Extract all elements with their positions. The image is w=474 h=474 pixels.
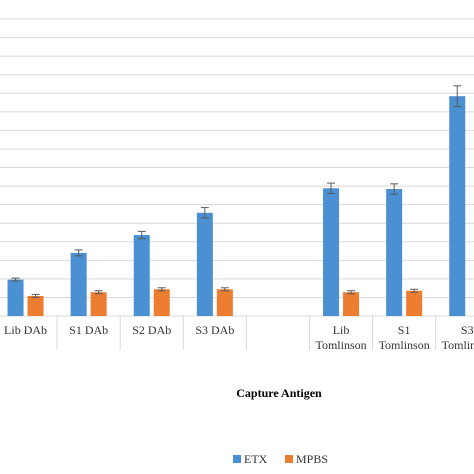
error-bar bbox=[11, 277, 20, 282]
error-bar bbox=[137, 230, 146, 240]
error-bar bbox=[347, 290, 356, 295]
error-bar bbox=[31, 293, 40, 298]
legend-item-mpbs: MPBS bbox=[285, 452, 328, 466]
bar-etx bbox=[70, 252, 87, 316]
bar-etx bbox=[323, 188, 340, 316]
legend-swatch bbox=[285, 455, 293, 463]
bar-mpbs bbox=[90, 292, 107, 316]
bar-mpbs bbox=[343, 292, 360, 316]
error-bar bbox=[327, 182, 336, 194]
gridlines bbox=[0, 18, 474, 350]
x-tick-label: S1 Tomlinson bbox=[379, 323, 430, 352]
bar-etx bbox=[7, 279, 24, 316]
legend-label: ETX bbox=[244, 452, 268, 466]
error-bar bbox=[410, 288, 419, 293]
x-axis-tick-labels: Lib DAb S1 DAb S2 DAb S3 DAb Lib Tomlinson S1 T… bbox=[4, 323, 474, 352]
bar-mpbs bbox=[406, 290, 423, 316]
bar-etx bbox=[133, 235, 150, 316]
x-tick-label: S3 DAb bbox=[195, 323, 234, 337]
error-bar bbox=[200, 207, 209, 219]
bar-etx bbox=[449, 96, 466, 316]
legend-item-etx: ETX bbox=[233, 452, 268, 466]
error-bar bbox=[220, 287, 229, 292]
error-bar bbox=[390, 183, 399, 195]
x-tick-label: Lib DAb bbox=[4, 323, 47, 337]
x-tick-label: S3Tomlinson bbox=[442, 323, 474, 352]
error-bar bbox=[453, 85, 462, 108]
legend-swatch bbox=[233, 455, 241, 463]
x-tick-label: S1 DAb bbox=[69, 323, 108, 337]
bar-etx bbox=[386, 189, 403, 316]
legend-label: MPBS bbox=[296, 452, 328, 466]
error-bar bbox=[74, 249, 83, 257]
legend: ETX MPBS bbox=[233, 452, 328, 466]
error-bar bbox=[94, 290, 103, 295]
bar-mpbs bbox=[27, 295, 44, 316]
bar-etx bbox=[196, 212, 213, 316]
x-tick-label: Lib Tomlinson bbox=[315, 323, 366, 352]
bar-mpbs bbox=[153, 289, 170, 316]
x-axis-title: Capture Antigen bbox=[236, 386, 322, 400]
bars bbox=[7, 85, 466, 316]
error-bar bbox=[157, 287, 166, 292]
x-tick-label: S2 DAb bbox=[132, 323, 171, 337]
bar-mpbs bbox=[216, 289, 233, 316]
